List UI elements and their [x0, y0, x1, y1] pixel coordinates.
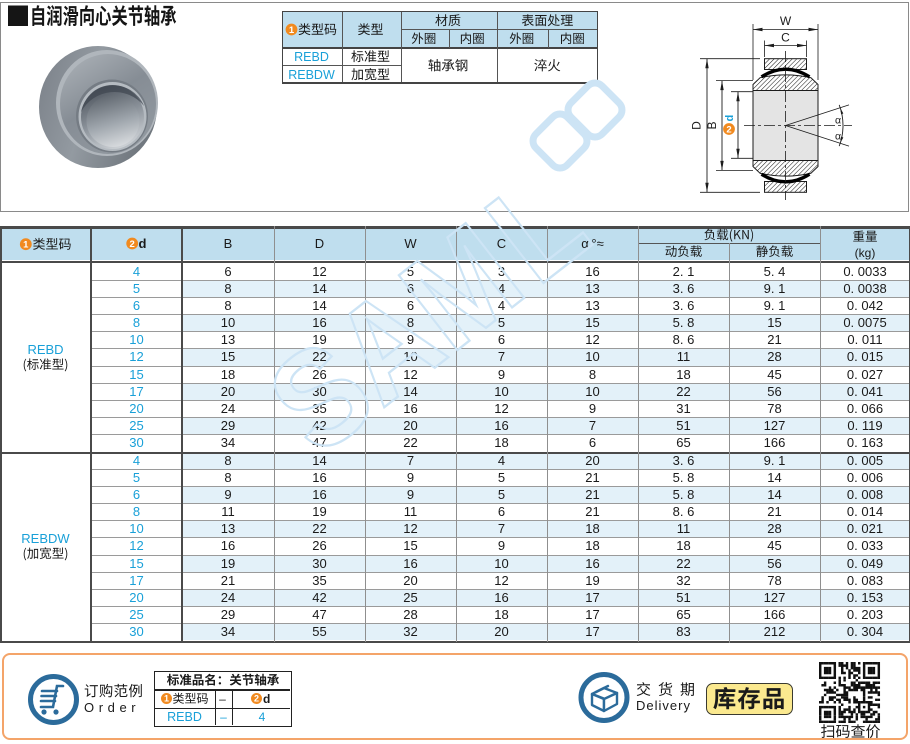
svg-text:1: 1 [289, 25, 295, 36]
svg-text:B: B [705, 121, 719, 129]
svg-text:W: W [780, 14, 792, 28]
svg-text:D: D [690, 121, 704, 130]
svg-text:C: C [781, 31, 790, 45]
svg-text:2: 2 [130, 239, 135, 250]
svg-text:d: d [724, 115, 736, 122]
svg-text:1: 1 [164, 694, 169, 704]
svg-text:1: 1 [23, 240, 29, 251]
svg-text:α: α [835, 115, 841, 127]
svg-text:2: 2 [254, 694, 259, 704]
svg-text:α: α [835, 131, 841, 143]
svg-text:2: 2 [726, 124, 731, 135]
